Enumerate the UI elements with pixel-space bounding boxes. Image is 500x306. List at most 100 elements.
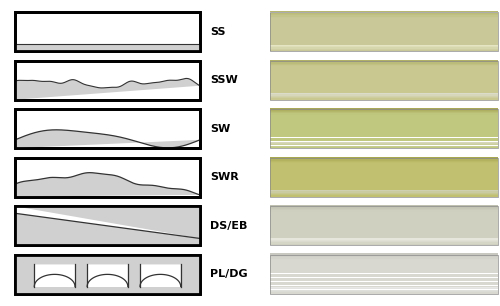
Bar bbox=[270, 212, 498, 213]
Bar bbox=[270, 195, 498, 197]
Bar bbox=[270, 205, 498, 206]
Bar bbox=[270, 23, 498, 24]
Bar bbox=[270, 220, 498, 221]
Bar bbox=[270, 65, 498, 66]
Bar bbox=[270, 18, 498, 19]
Bar bbox=[270, 217, 498, 218]
Bar bbox=[270, 213, 498, 214]
Bar bbox=[270, 224, 498, 225]
Bar bbox=[270, 90, 498, 92]
Bar bbox=[15, 110, 200, 148]
Bar bbox=[270, 69, 498, 70]
Bar bbox=[270, 42, 498, 43]
Polygon shape bbox=[34, 264, 75, 286]
Bar bbox=[270, 93, 498, 94]
Bar bbox=[15, 206, 200, 245]
Bar bbox=[270, 287, 498, 288]
Bar bbox=[270, 276, 498, 278]
Bar bbox=[270, 88, 498, 89]
Bar bbox=[270, 22, 498, 23]
Bar bbox=[15, 255, 200, 293]
Bar bbox=[270, 185, 498, 186]
Bar bbox=[270, 270, 498, 271]
Bar bbox=[270, 232, 498, 233]
Bar bbox=[270, 76, 498, 77]
Polygon shape bbox=[15, 78, 200, 100]
Bar bbox=[270, 226, 498, 228]
Bar bbox=[270, 82, 498, 84]
Bar bbox=[270, 47, 498, 49]
Bar bbox=[270, 241, 498, 242]
Bar bbox=[270, 141, 498, 143]
Bar bbox=[270, 127, 498, 128]
Text: SW: SW bbox=[210, 124, 230, 134]
Bar bbox=[15, 61, 200, 100]
Bar bbox=[270, 78, 498, 80]
Bar bbox=[270, 62, 498, 64]
Bar bbox=[270, 284, 498, 285]
Bar bbox=[270, 120, 498, 121]
Bar bbox=[270, 266, 498, 267]
Bar bbox=[270, 261, 498, 263]
Bar bbox=[270, 233, 498, 234]
Bar bbox=[270, 170, 498, 171]
Bar bbox=[270, 38, 498, 39]
Bar bbox=[15, 158, 200, 197]
Bar bbox=[270, 234, 498, 236]
Bar bbox=[270, 268, 498, 270]
Bar bbox=[270, 49, 498, 50]
Bar bbox=[270, 174, 498, 175]
Bar bbox=[270, 280, 498, 282]
Bar bbox=[270, 146, 498, 147]
Bar bbox=[270, 124, 498, 125]
Bar bbox=[270, 70, 498, 72]
Text: SS: SS bbox=[210, 27, 226, 37]
Bar bbox=[270, 35, 498, 36]
Bar bbox=[270, 190, 498, 191]
Bar bbox=[270, 162, 498, 163]
Bar bbox=[270, 28, 498, 30]
Bar bbox=[270, 74, 498, 76]
Bar bbox=[270, 131, 498, 132]
Bar bbox=[270, 167, 498, 169]
Bar bbox=[270, 255, 498, 256]
Bar bbox=[270, 60, 498, 61]
Bar bbox=[270, 137, 498, 139]
Bar bbox=[270, 24, 498, 26]
Bar bbox=[270, 179, 498, 181]
Bar bbox=[270, 159, 498, 161]
Bar bbox=[270, 206, 498, 245]
Bar bbox=[270, 166, 498, 167]
Bar bbox=[270, 188, 498, 190]
Bar bbox=[270, 135, 498, 136]
Bar bbox=[270, 218, 498, 220]
Bar bbox=[270, 31, 498, 32]
Bar bbox=[270, 85, 498, 86]
Bar bbox=[270, 43, 498, 45]
Bar bbox=[270, 175, 498, 177]
Bar bbox=[270, 263, 498, 264]
Bar bbox=[270, 260, 498, 261]
Bar bbox=[270, 225, 498, 226]
Bar bbox=[270, 68, 498, 69]
Bar bbox=[270, 206, 498, 208]
Bar bbox=[270, 169, 498, 170]
Bar bbox=[270, 178, 498, 179]
Bar bbox=[270, 45, 498, 46]
Polygon shape bbox=[140, 264, 180, 286]
Bar bbox=[270, 242, 498, 244]
Bar bbox=[270, 17, 498, 18]
Polygon shape bbox=[15, 206, 200, 238]
Bar bbox=[270, 181, 498, 182]
Bar bbox=[270, 34, 498, 35]
Bar bbox=[270, 132, 498, 133]
Bar bbox=[270, 272, 498, 274]
Bar bbox=[270, 133, 498, 135]
Bar bbox=[270, 13, 498, 51]
Bar bbox=[270, 81, 498, 82]
Bar bbox=[270, 182, 498, 183]
Bar bbox=[270, 230, 498, 232]
Bar bbox=[270, 80, 498, 81]
Bar bbox=[270, 89, 498, 90]
Bar bbox=[270, 289, 498, 291]
